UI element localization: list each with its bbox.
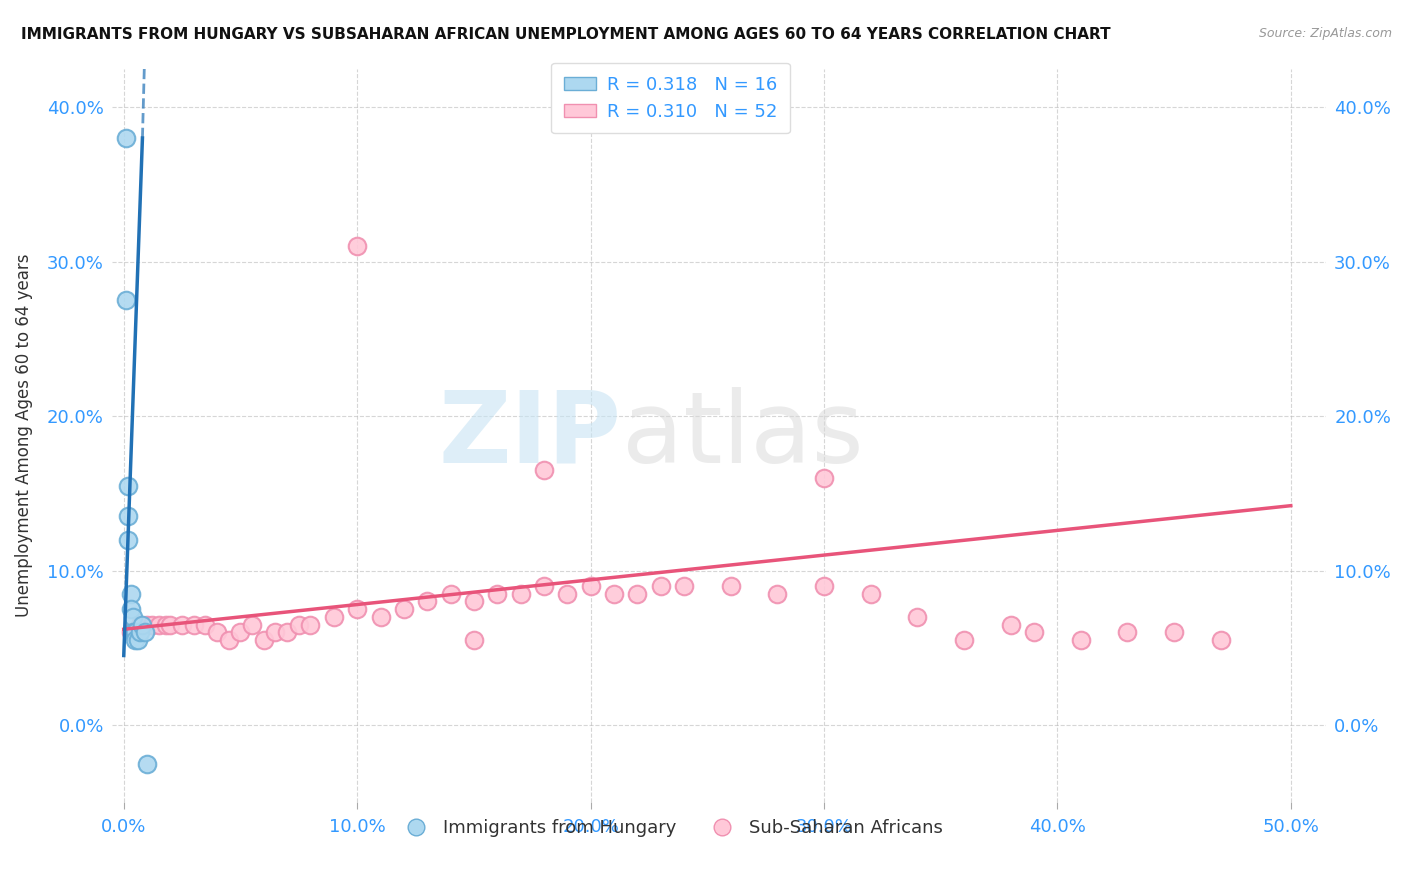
Point bbox=[253, 633, 276, 648]
Point bbox=[183, 617, 205, 632]
Point bbox=[134, 625, 156, 640]
Point bbox=[120, 602, 142, 616]
Point bbox=[288, 617, 311, 632]
Point bbox=[205, 625, 228, 640]
Point bbox=[129, 617, 152, 632]
Point bbox=[1000, 617, 1022, 632]
Point bbox=[264, 625, 287, 640]
Point bbox=[172, 617, 194, 632]
Point bbox=[322, 610, 344, 624]
Point bbox=[533, 463, 555, 477]
Point bbox=[122, 625, 145, 640]
Point bbox=[346, 239, 368, 253]
Point bbox=[533, 579, 555, 593]
Point bbox=[1209, 633, 1232, 648]
Point bbox=[416, 594, 439, 608]
Point bbox=[194, 617, 217, 632]
Text: IMMIGRANTS FROM HUNGARY VS SUBSAHARAN AFRICAN UNEMPLOYMENT AMONG AGES 60 TO 64 Y: IMMIGRANTS FROM HUNGARY VS SUBSAHARAN AF… bbox=[21, 27, 1111, 42]
Point bbox=[229, 625, 252, 640]
Point bbox=[276, 625, 298, 640]
Point bbox=[124, 625, 146, 640]
Point bbox=[117, 509, 139, 524]
Point bbox=[120, 587, 142, 601]
Point bbox=[859, 587, 882, 601]
Point bbox=[1116, 625, 1139, 640]
Point bbox=[124, 625, 146, 640]
Legend: Immigrants from Hungary, Sub-Saharan Africans: Immigrants from Hungary, Sub-Saharan Afr… bbox=[391, 812, 950, 845]
Point bbox=[463, 633, 485, 648]
Point bbox=[672, 579, 695, 593]
Point bbox=[120, 625, 142, 640]
Point bbox=[579, 579, 602, 593]
Text: ZIP: ZIP bbox=[439, 387, 621, 483]
Point bbox=[509, 587, 531, 601]
Point bbox=[1022, 625, 1045, 640]
Point bbox=[127, 633, 149, 648]
Point bbox=[218, 633, 240, 648]
Point bbox=[159, 617, 181, 632]
Point bbox=[626, 587, 648, 601]
Point bbox=[463, 594, 485, 608]
Point bbox=[136, 617, 159, 632]
Point bbox=[905, 610, 928, 624]
Point bbox=[953, 633, 976, 648]
Point bbox=[1163, 625, 1185, 640]
Point bbox=[155, 617, 177, 632]
Point bbox=[813, 471, 835, 485]
Point bbox=[148, 617, 170, 632]
Point bbox=[129, 625, 152, 640]
Point bbox=[1070, 633, 1092, 648]
Point bbox=[122, 610, 145, 624]
Point bbox=[439, 587, 461, 601]
Text: Source: ZipAtlas.com: Source: ZipAtlas.com bbox=[1258, 27, 1392, 40]
Point bbox=[141, 617, 163, 632]
Point bbox=[346, 602, 368, 616]
Point bbox=[555, 587, 578, 601]
Point bbox=[650, 579, 672, 593]
Point bbox=[131, 617, 153, 632]
Point bbox=[603, 587, 626, 601]
Point bbox=[766, 587, 789, 601]
Point bbox=[813, 579, 835, 593]
Point bbox=[117, 478, 139, 492]
Point bbox=[136, 756, 159, 771]
Point bbox=[486, 587, 509, 601]
Point bbox=[115, 131, 138, 145]
Point bbox=[392, 602, 415, 616]
Point bbox=[115, 293, 138, 308]
Y-axis label: Unemployment Among Ages 60 to 64 years: Unemployment Among Ages 60 to 64 years bbox=[15, 253, 32, 617]
Point bbox=[117, 533, 139, 547]
Point bbox=[124, 633, 146, 648]
Point bbox=[299, 617, 322, 632]
Text: atlas: atlas bbox=[621, 387, 863, 483]
Point bbox=[720, 579, 742, 593]
Point bbox=[370, 610, 392, 624]
Point bbox=[240, 617, 263, 632]
